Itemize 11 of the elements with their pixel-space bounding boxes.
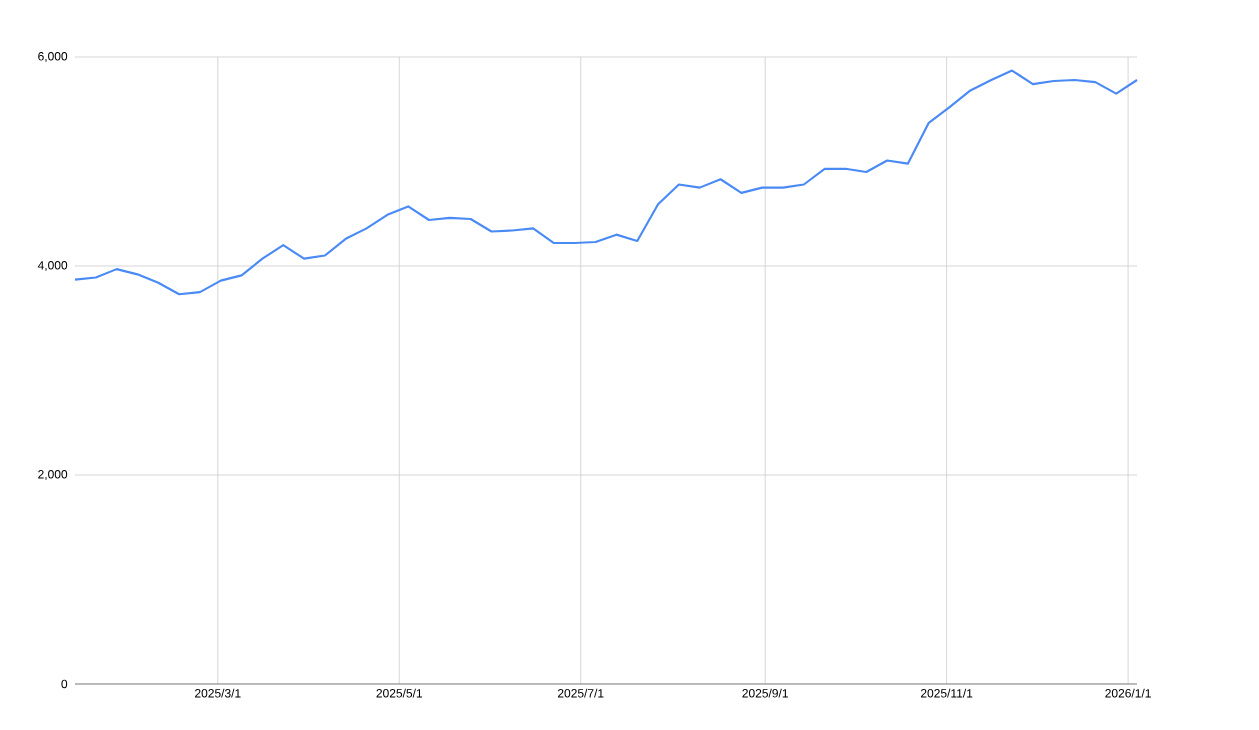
y-tick-label: 2,000 xyxy=(38,470,68,480)
line-series xyxy=(73,69,1139,296)
x-tick-label: 2025/9/1 xyxy=(742,688,788,698)
x-tick-label: 2025/3/1 xyxy=(195,688,241,698)
x-tick-label: 2025/7/1 xyxy=(557,688,604,698)
y-tick-label: 6,000 xyxy=(38,52,68,62)
x-tick-label: 2025/11/1 xyxy=(920,688,973,698)
y-tick-label: 0 xyxy=(61,679,68,689)
x-tick-label: 2026/1/1 xyxy=(1105,688,1151,698)
x-tick-label: 2025/5/1 xyxy=(376,688,423,698)
y-tick-label: 4,000 xyxy=(37,261,68,271)
